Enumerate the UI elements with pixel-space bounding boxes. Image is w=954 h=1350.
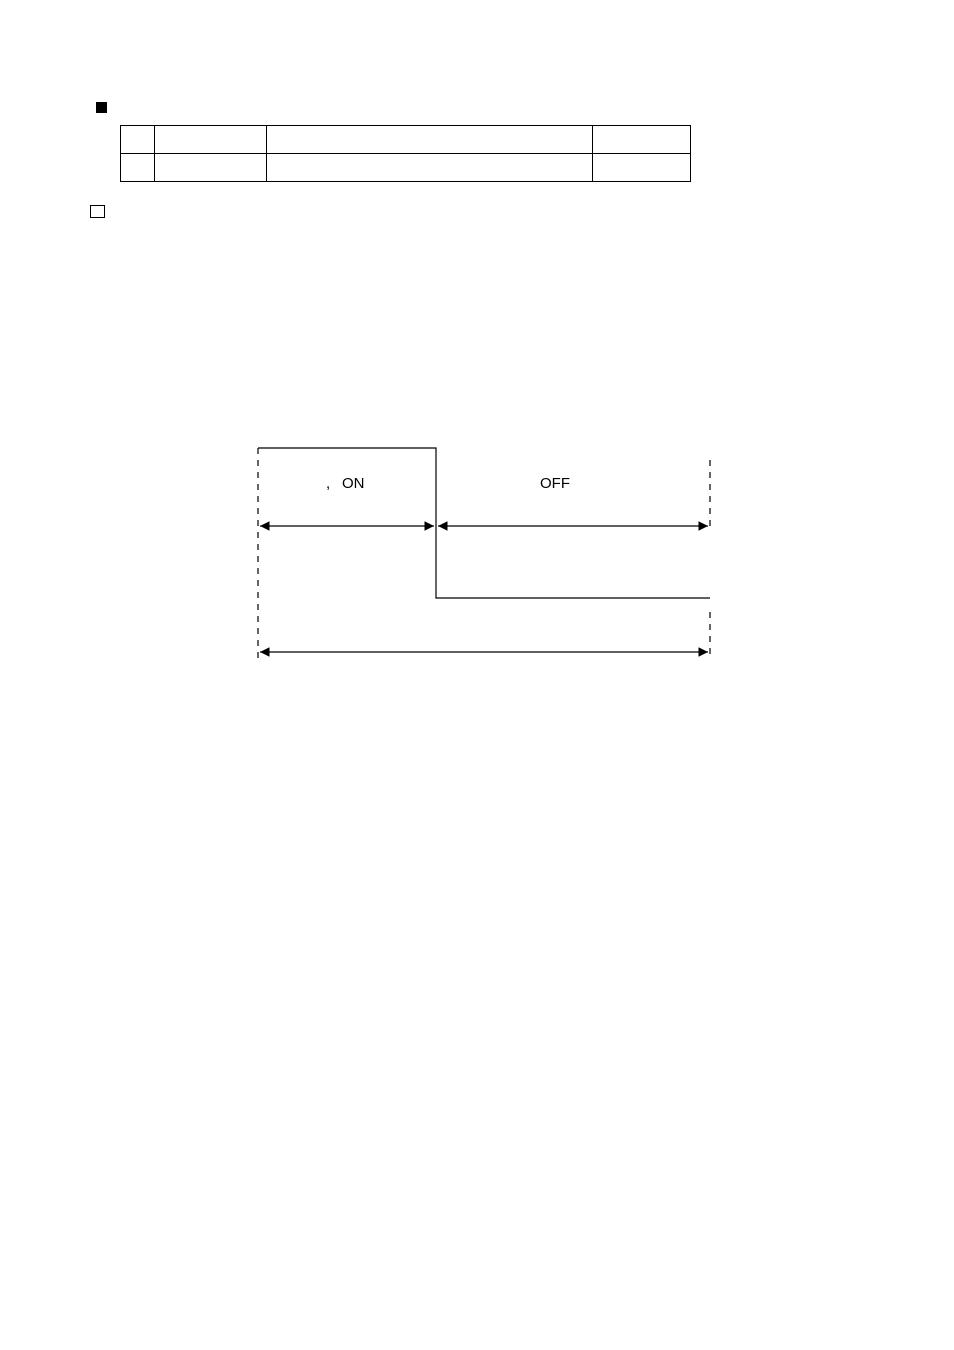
table-row: [121, 126, 691, 154]
table-cell: [267, 154, 593, 182]
timing-diagram: , ON OFF: [252, 430, 722, 670]
table-cell: [121, 154, 155, 182]
on-label: ON: [342, 475, 365, 492]
comma-label: ,: [326, 475, 330, 492]
pulse-waveform: [258, 448, 710, 598]
page-container: , ON OFF: [0, 0, 954, 1350]
bullet-square-icon: [96, 102, 107, 113]
table-row: [121, 154, 691, 182]
outline-box-icon: [90, 205, 105, 218]
table-cell: [155, 154, 267, 182]
table-cell: [155, 126, 267, 154]
table-cell: [267, 126, 593, 154]
table-cell: [593, 126, 691, 154]
table-cell: [121, 126, 155, 154]
spec-table: [120, 125, 691, 182]
table-cell: [593, 154, 691, 182]
off-label: OFF: [540, 475, 570, 492]
